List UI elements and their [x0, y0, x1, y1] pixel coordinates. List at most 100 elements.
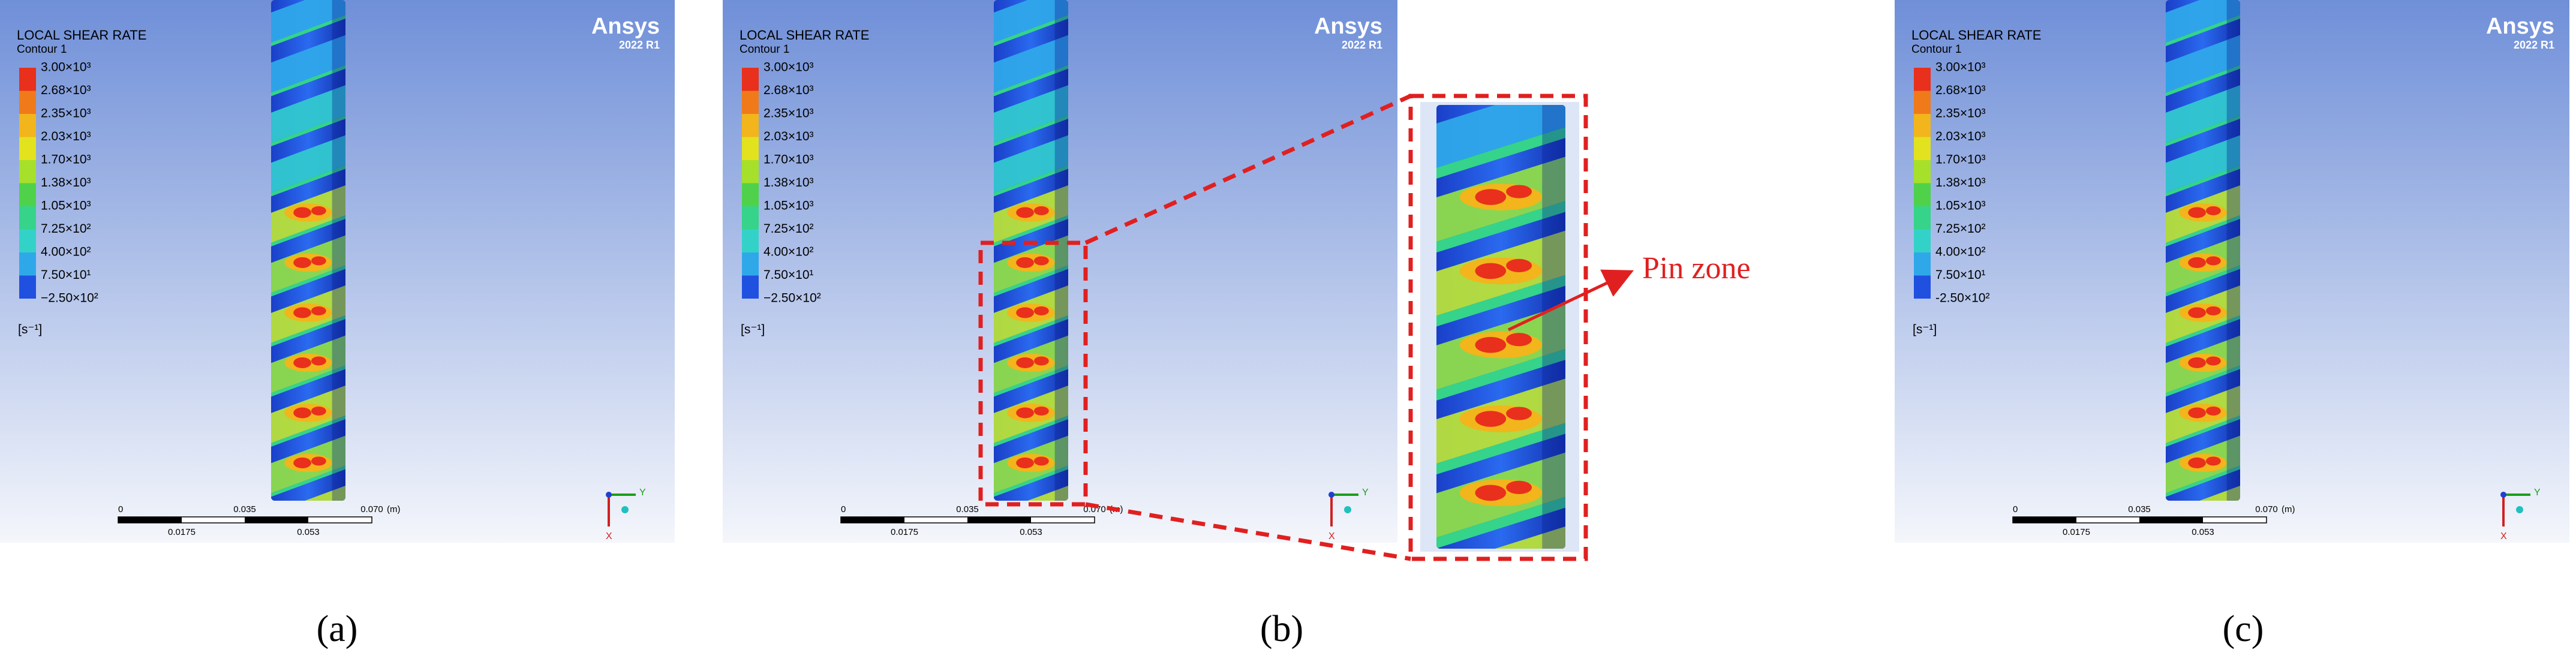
band-edge [271, 65, 345, 97]
axis-label: X [606, 531, 612, 541]
hot-spot [293, 207, 311, 218]
hot-spot [293, 357, 311, 368]
hot-spot [1475, 485, 1507, 501]
scale-label: 0.035 [2128, 504, 2151, 514]
band-edge [1436, 349, 1565, 401]
cylinder-shade [332, 0, 345, 501]
axis-label: X [2500, 531, 2507, 541]
legend-swatch [19, 183, 36, 206]
legend-label: 1.70×10³ [41, 153, 91, 167]
legend-swatch [742, 252, 759, 276]
hot-spot [1016, 457, 1034, 468]
legend-swatch [742, 183, 759, 206]
band-edge [1436, 127, 1565, 179]
legend-label: 2.03×10³ [1935, 130, 1986, 143]
band [271, 485, 345, 501]
legend-swatch [19, 252, 36, 276]
axis-label: Y [2534, 488, 2541, 498]
band [271, 35, 345, 93]
legend-label: 2.03×10³ [41, 130, 91, 143]
legend-label: 4.00×10² [41, 245, 91, 259]
legend-swatch [19, 68, 36, 91]
hot-spot [311, 256, 326, 266]
scale-bar-seg [967, 517, 1031, 523]
hot-spot [293, 407, 311, 419]
version: 2022 R1 [619, 39, 660, 51]
band-edge [1436, 423, 1565, 475]
legend-swatch [742, 137, 759, 160]
scale-bar-seg [2139, 517, 2203, 523]
hot-spot [1506, 333, 1532, 347]
hot-spot [2188, 407, 2206, 419]
legend-label: 1.38×10³ [1935, 176, 1986, 189]
band-edge [2166, 15, 2240, 46]
hot-spot [1016, 407, 1034, 419]
legend-label: 2.68×10³ [764, 83, 814, 97]
band-edge [994, 215, 1068, 246]
legend-swatch [1914, 160, 1931, 183]
band-edge [271, 315, 345, 347]
legend-swatch [1914, 68, 1931, 91]
band [994, 485, 1068, 501]
legend-swatch [742, 229, 759, 252]
legend-label: 7.25×10² [764, 222, 814, 236]
hot-spot [2188, 457, 2206, 468]
legend-label: 3.00×10³ [41, 61, 91, 74]
scale-label: 0 [2013, 504, 2018, 514]
scale-bar-seg [245, 517, 308, 523]
hot-spot [2205, 356, 2221, 366]
band-edge [2166, 215, 2240, 246]
hot-spot [1475, 559, 1507, 575]
legend-label: 4.00×10² [764, 245, 814, 259]
legend-unit: [s⁻¹] [18, 323, 42, 336]
legend-swatch [1914, 114, 1931, 137]
cylinder [994, 0, 1068, 501]
hot-spot [2205, 456, 2221, 466]
legend-label: 4.00×10² [1935, 245, 1986, 259]
axis-origin [606, 492, 612, 498]
legend-label: 7.50×10¹ [764, 268, 814, 282]
legend-label: 2.35×10³ [41, 107, 91, 121]
hot-spot [1506, 555, 1532, 568]
scale-label: 0 [841, 504, 846, 514]
contour-name: Contour 1 [17, 43, 67, 56]
band-edge [2166, 115, 2240, 146]
band-edge [1436, 275, 1565, 327]
hot-spot [1475, 336, 1507, 353]
scale-label: 0.053 [1020, 527, 1042, 537]
band [2166, 485, 2240, 501]
scale-bar-seg [118, 517, 182, 523]
cylinder-shade [1054, 0, 1068, 501]
legend-swatch [1914, 206, 1931, 230]
legend-swatch [19, 206, 36, 230]
hot-spot [293, 307, 311, 318]
legend-label: 7.50×10¹ [41, 268, 91, 282]
hot-spot [1033, 456, 1049, 466]
legend-swatch [1914, 229, 1931, 252]
axis-label: Y [639, 488, 646, 498]
band [271, 0, 345, 43]
band-edge [2166, 465, 2240, 497]
caption: (c) [2223, 609, 2264, 649]
legend-label: 1.38×10³ [41, 176, 91, 189]
hot-spot [1033, 306, 1049, 315]
legend-label: 3.00×10³ [764, 61, 814, 74]
legend-swatch [19, 275, 36, 299]
scale-label: 0.053 [297, 527, 320, 537]
legend-label: 3.00×10³ [1935, 61, 1986, 74]
axis-z [621, 506, 629, 513]
band [994, 85, 1068, 143]
legend-swatch [742, 114, 759, 137]
band-edge [994, 165, 1068, 197]
inset [1420, 102, 1579, 622]
band-edge [1436, 571, 1565, 622]
band [271, 85, 345, 143]
legend-swatch [19, 137, 36, 160]
axis-z [1344, 506, 1351, 513]
band-edge [1436, 201, 1565, 253]
hot-spot [2188, 357, 2206, 368]
band-edge [271, 365, 345, 397]
